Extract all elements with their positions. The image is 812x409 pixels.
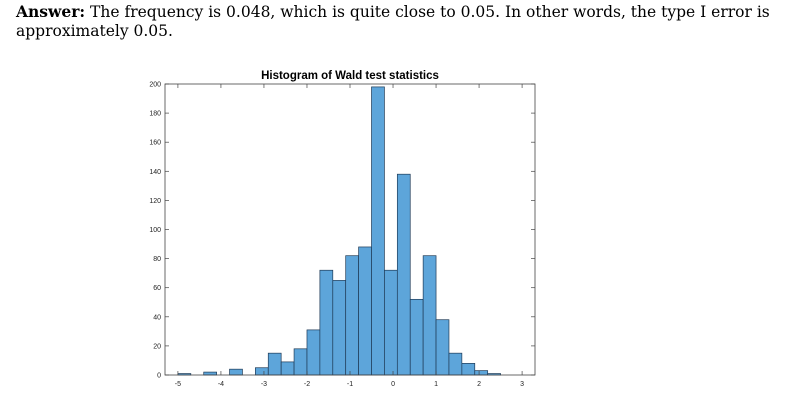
x-axis-ticks: -5 -4 -3 -2 -1 0 1 2 3: [175, 84, 524, 388]
y-tick-label: 20: [153, 343, 161, 350]
histogram-bar: [332, 280, 347, 376]
y-tick-label: 180: [149, 111, 161, 118]
histogram-bar: [293, 348, 308, 376]
histogram-bar: [306, 329, 321, 376]
answer-paragraph: Answer: The frequency is 0.048, which is…: [16, 2, 786, 41]
y-tick-label: 80: [153, 256, 161, 263]
histogram-bar: [396, 173, 411, 376]
y-tick-label: 0: [157, 373, 161, 380]
histogram-bar: [474, 370, 489, 376]
x-tick-label: 2: [477, 381, 481, 388]
histogram-bar: [435, 319, 450, 376]
histogram-bar: [254, 367, 269, 376]
x-tick-label: -5: [175, 381, 181, 388]
y-tick-label: 160: [149, 140, 161, 147]
x-tick-label: -4: [218, 381, 224, 388]
histogram-bar: [229, 368, 243, 376]
histogram-bar: [371, 86, 385, 376]
histogram-bar: [422, 255, 437, 376]
plot-frame: [164, 83, 536, 376]
x-tick-label: -3: [261, 381, 267, 388]
y-tick-label: 40: [153, 314, 161, 321]
y-tick-label: 140: [149, 169, 161, 176]
x-tick-label: 1: [434, 381, 438, 388]
y-tick-label: 200: [149, 82, 161, 89]
chart-title: Histogram of Wald test statistics: [261, 70, 439, 82]
x-tick-label: 0: [391, 381, 395, 388]
histogram-bar: [280, 361, 295, 376]
x-tick-label: -2: [304, 381, 310, 388]
histogram-bar: [384, 269, 398, 376]
x-tick-label: 3: [520, 381, 524, 388]
x-tick-label: -1: [347, 381, 353, 388]
histogram-bar: [409, 298, 424, 376]
histogram-bar: [319, 269, 334, 376]
histogram-bar: [345, 255, 359, 376]
histogram-bar: [203, 371, 217, 376]
y-tick-label: 120: [149, 198, 161, 205]
answer-text: The frequency is 0.048, which is quite c…: [16, 3, 770, 40]
y-axis-ticks: 0 20 40 60 80 100 120 140 160 180 200: [149, 82, 535, 380]
y-tick-label: 100: [149, 227, 161, 234]
histogram-bar: [267, 352, 282, 376]
answer-label: Answer:: [16, 2, 86, 21]
histogram-bar: [461, 363, 476, 376]
y-tick-label: 60: [153, 285, 161, 292]
histogram-bar: [358, 246, 372, 376]
bars-group: [177, 86, 501, 376]
histogram-bar: [448, 352, 463, 376]
